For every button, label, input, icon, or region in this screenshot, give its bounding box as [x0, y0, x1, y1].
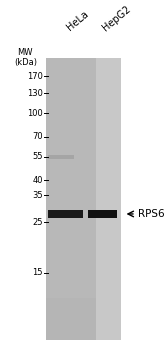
Text: 55: 55	[32, 152, 43, 161]
Text: 170: 170	[27, 72, 43, 81]
Text: 130: 130	[27, 88, 43, 98]
Bar	[46, 58, 96, 340]
Text: HepG2: HepG2	[101, 4, 133, 33]
Bar	[48, 155, 74, 159]
Bar	[96, 58, 121, 340]
Bar	[88, 210, 117, 218]
Text: 15: 15	[32, 268, 43, 277]
Bar	[46, 298, 96, 340]
Text: 35: 35	[32, 191, 43, 200]
Text: 40: 40	[32, 176, 43, 185]
Text: MW: MW	[17, 48, 33, 57]
Text: (kDa): (kDa)	[14, 58, 37, 67]
Text: 100: 100	[27, 109, 43, 118]
Text: 25: 25	[32, 218, 43, 227]
Text: RPS6: RPS6	[138, 209, 165, 219]
Text: 70: 70	[32, 132, 43, 141]
Bar	[48, 210, 83, 218]
Text: HeLa: HeLa	[65, 9, 91, 33]
